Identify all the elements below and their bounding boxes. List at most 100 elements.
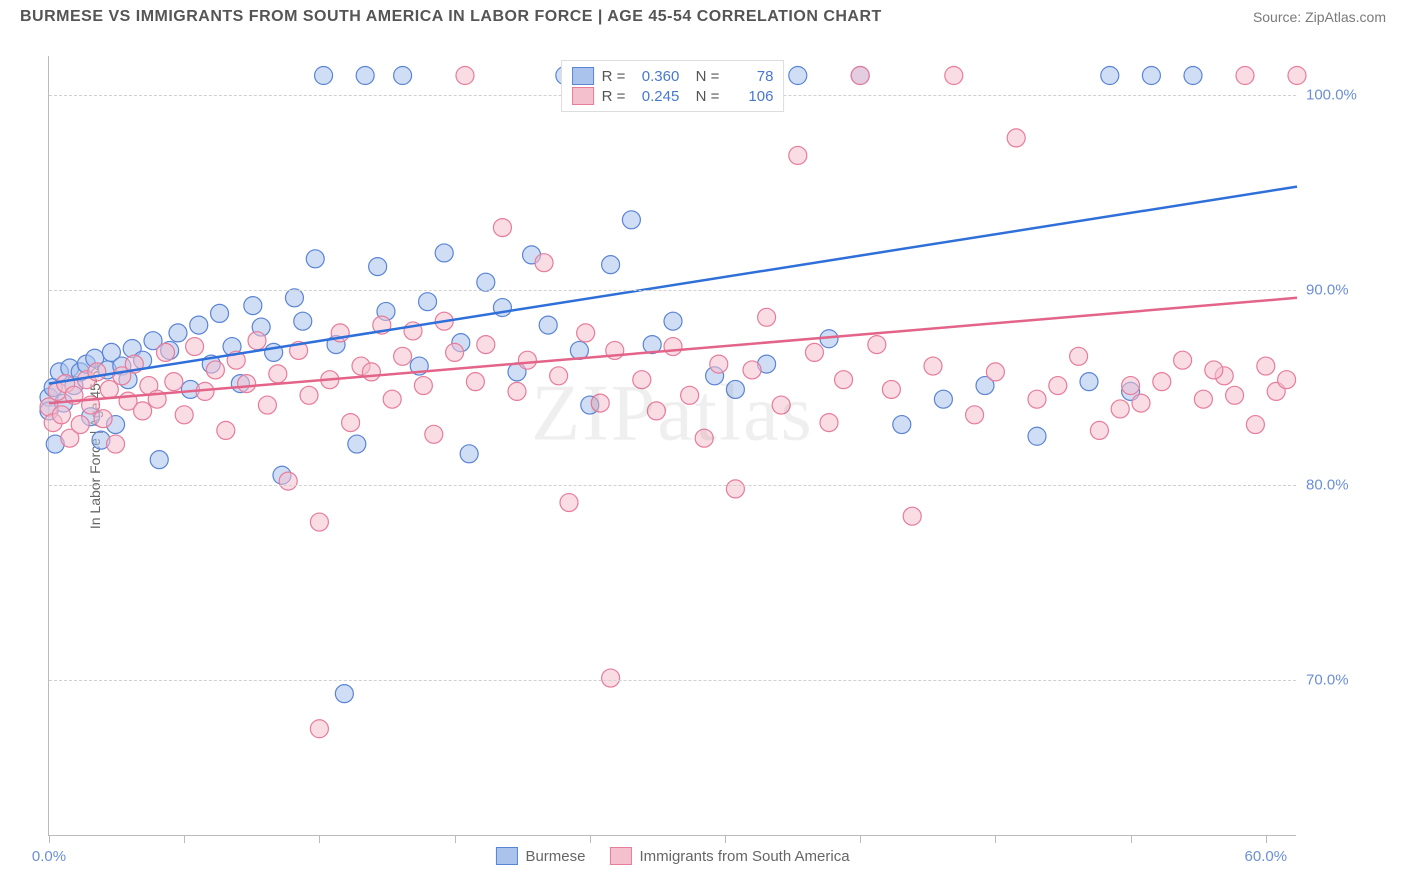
data-point (190, 316, 208, 334)
legend-swatch (495, 847, 517, 865)
data-point (71, 416, 89, 434)
source-label: Source: ZipAtlas.com (1253, 9, 1386, 25)
chart-area: ZIPatlas R =0.360 N =78R =0.245 N =106 B… (48, 56, 1296, 836)
data-point (248, 332, 266, 350)
legend-label: Immigrants from South America (639, 848, 849, 865)
data-point (383, 390, 401, 408)
data-point (893, 416, 911, 434)
data-point (335, 685, 353, 703)
data-point (945, 67, 963, 85)
data-point (356, 67, 374, 85)
legend-series: Burmese Immigrants from South America (495, 847, 849, 865)
data-point (1111, 400, 1129, 418)
data-point (369, 258, 387, 276)
data-point (425, 425, 443, 443)
data-point (169, 324, 187, 342)
data-point (1257, 357, 1275, 375)
data-point (681, 386, 699, 404)
data-point (285, 289, 303, 307)
data-point (414, 377, 432, 395)
legend-item: Immigrants from South America (609, 847, 849, 865)
data-point (238, 375, 256, 393)
data-point (772, 396, 790, 414)
ytick-label: 90.0% (1306, 282, 1366, 299)
data-point (1288, 67, 1306, 85)
data-point (1278, 371, 1296, 389)
legend-row: R =0.245 N =106 (572, 87, 774, 105)
data-point (1028, 390, 1046, 408)
legend-r-value: 0.360 (633, 68, 679, 85)
data-point (591, 394, 609, 412)
data-point (435, 244, 453, 262)
data-point (966, 406, 984, 424)
data-point (315, 67, 333, 85)
data-point (1194, 390, 1212, 408)
xtick (860, 835, 861, 843)
xtick (455, 835, 456, 843)
data-point (310, 513, 328, 531)
legend-n-value: 78 (727, 68, 773, 85)
data-point (1246, 416, 1264, 434)
legend-n-value: 106 (727, 88, 773, 105)
data-point (805, 343, 823, 361)
data-point (279, 472, 297, 490)
data-point (211, 304, 229, 322)
data-point (602, 256, 620, 274)
header: BURMESE VS IMMIGRANTS FROM SOUTH AMERICA… (0, 0, 1406, 30)
data-point (217, 421, 235, 439)
data-point (1101, 67, 1119, 85)
data-point (622, 211, 640, 229)
data-point (362, 363, 380, 381)
data-point (577, 324, 595, 342)
data-point (1049, 377, 1067, 395)
data-point (300, 386, 318, 404)
data-point (903, 507, 921, 525)
data-point (466, 373, 484, 391)
data-point (1122, 377, 1140, 395)
data-point (94, 410, 112, 428)
data-point (477, 336, 495, 354)
data-point (986, 363, 1004, 381)
data-point (851, 67, 869, 85)
legend-swatch (572, 87, 594, 105)
data-point (342, 414, 360, 432)
data-point (743, 361, 761, 379)
data-point (150, 451, 168, 469)
xtick (184, 835, 185, 843)
data-point (52, 406, 70, 424)
data-point (258, 396, 276, 414)
legend-item: Burmese (495, 847, 585, 865)
legend-n-label: N = (687, 88, 719, 105)
data-point (633, 371, 651, 389)
data-point (269, 365, 287, 383)
data-point (419, 293, 437, 311)
data-point (1070, 347, 1088, 365)
data-point (100, 380, 118, 398)
data-point (1007, 129, 1025, 147)
data-point (560, 494, 578, 512)
data-point (477, 273, 495, 291)
legend-r-label: R = (602, 88, 626, 105)
data-point (156, 343, 174, 361)
legend-swatch (572, 67, 594, 85)
data-point (493, 219, 511, 237)
chart-title: BURMESE VS IMMIGRANTS FROM SOUTH AMERICA… (20, 8, 882, 26)
data-point (664, 312, 682, 330)
data-point (602, 669, 620, 687)
gridline-h (49, 485, 1296, 486)
data-point (726, 480, 744, 498)
legend-label: Burmese (525, 848, 585, 865)
data-point (882, 380, 900, 398)
data-point (647, 402, 665, 420)
data-point (310, 720, 328, 738)
data-point (446, 343, 464, 361)
data-point (348, 435, 366, 453)
data-point (306, 250, 324, 268)
data-point (244, 297, 262, 315)
data-point (206, 361, 224, 379)
data-point (789, 67, 807, 85)
data-point (460, 445, 478, 463)
data-point (456, 67, 474, 85)
data-point (664, 338, 682, 356)
data-point (726, 380, 744, 398)
